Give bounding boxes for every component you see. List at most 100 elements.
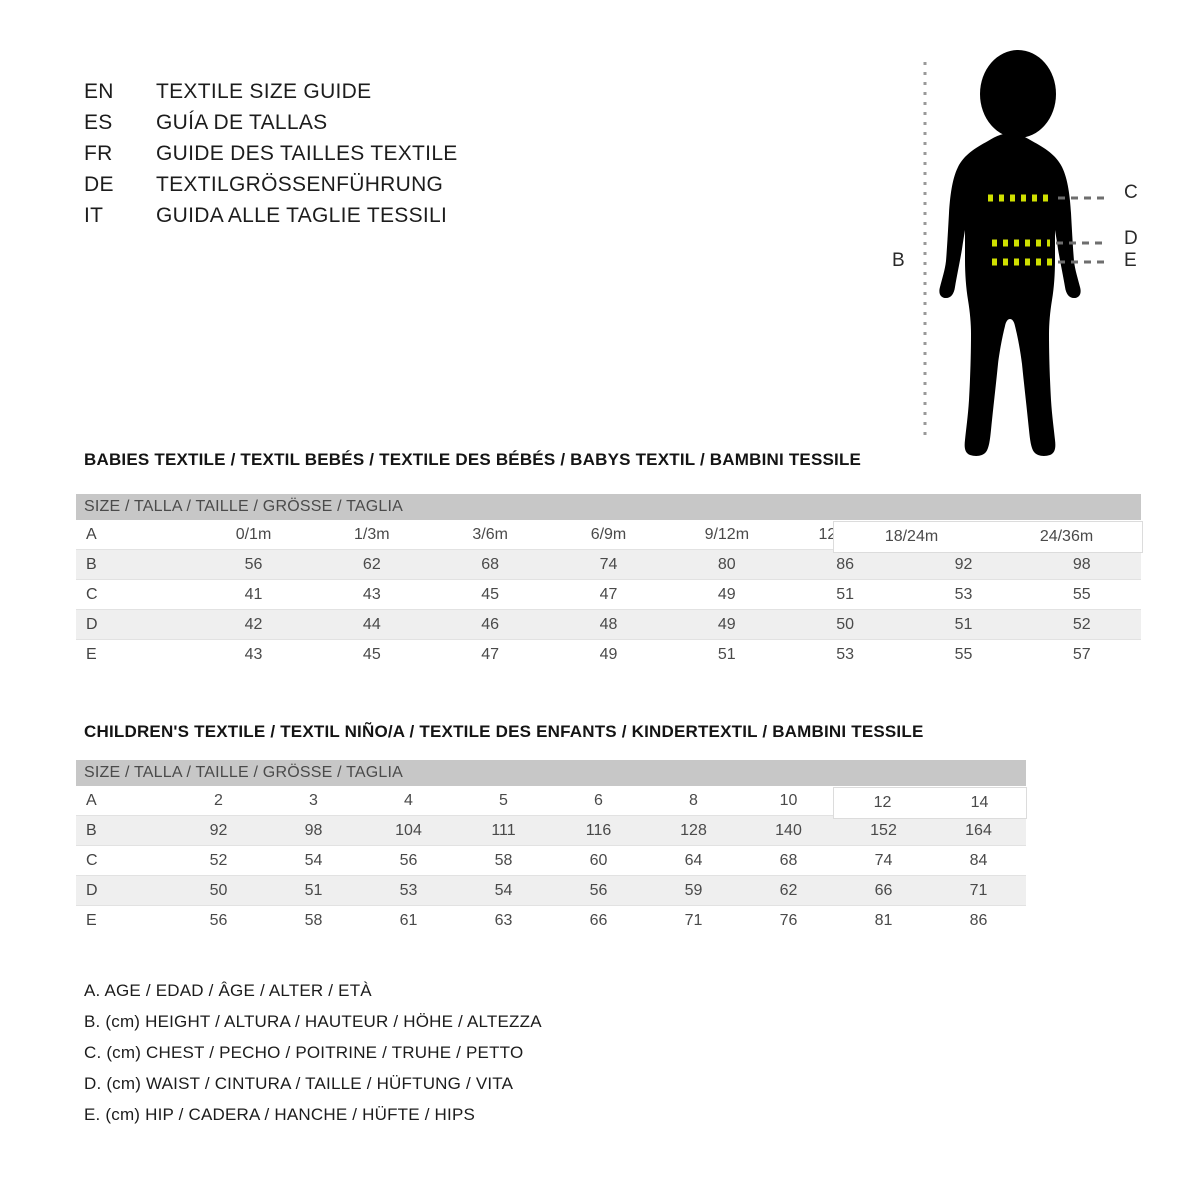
row-label: B xyxy=(76,815,171,846)
babies-section-title: BABIES TEXTILE / TEXTIL BEBÉS / TEXTILE … xyxy=(84,450,862,469)
table-cell: 104 xyxy=(361,815,456,846)
children-size-table: SIZE / TALLA / TAILLE / GRÖSSE / TAGLIA A… xyxy=(76,760,1026,935)
table-row: C 41 43 45 47 49 51 53 55 xyxy=(76,579,1141,610)
table-cell: 86 xyxy=(931,905,1026,935)
babies-size-table: SIZE / TALLA / TAILLE / GRÖSSE / TAGLIA A… xyxy=(76,494,1141,669)
table-row: B 56 62 68 74 80 86 92 98 xyxy=(76,549,1141,580)
row-label: B xyxy=(76,549,195,580)
table-cell: 56 xyxy=(361,845,456,876)
chest-label-c: C xyxy=(1124,182,1138,203)
language-code: IT xyxy=(84,204,104,227)
language-code: ES xyxy=(84,111,113,134)
table-cell: 68 xyxy=(741,845,836,876)
waist-label-d: D xyxy=(1124,228,1138,249)
table-cell: 53 xyxy=(361,875,456,906)
table-cell: 60 xyxy=(551,845,646,876)
size-band-label: SIZE / TALLA / TAILLE / GRÖSSE / TAGLIA xyxy=(76,494,1141,520)
table-cell: 51 xyxy=(667,639,786,669)
children-highlight-box: 12 14 xyxy=(833,787,1027,819)
highlighted-size-cell: 14 xyxy=(970,794,989,811)
table-row: E 56 58 61 63 66 71 76 81 86 xyxy=(76,905,1026,935)
table-cell: 45 xyxy=(312,639,431,669)
highlighted-size-cell: 18/24m xyxy=(884,528,939,545)
legend-item: C. (cm) CHEST / PECHO / POITRINE / TRUHE… xyxy=(84,1043,524,1062)
table-cell: 116 xyxy=(551,815,646,846)
table-cell: 84 xyxy=(931,845,1026,876)
table-cell: 49 xyxy=(549,639,668,669)
row-label: C xyxy=(76,845,171,876)
row-label: A xyxy=(76,520,195,550)
table-cell: 51 xyxy=(266,875,361,906)
language-row: ES GUÍA DE TALLAS xyxy=(84,111,458,142)
row-label: D xyxy=(76,609,195,640)
table-cell: 58 xyxy=(456,845,551,876)
language-header: EN TEXTILE SIZE GUIDE ES GUÍA DE TALLAS FR GU… xyxy=(84,80,458,235)
table-band-header: SIZE / TALLA / TAILLE / GRÖSSE / TAGLIA xyxy=(76,760,1026,786)
table-cell: 49 xyxy=(667,609,786,640)
table-cell: 51 xyxy=(785,579,905,610)
language-title: GUIDE DES TAILLES TEXTILE xyxy=(156,142,458,165)
silhouette-shape xyxy=(939,50,1081,456)
table-cell: 50 xyxy=(171,875,266,906)
table-cell: 74 xyxy=(836,845,931,876)
table-cell: 9/12m xyxy=(667,520,786,550)
table-cell: 4 xyxy=(361,786,456,816)
table-cell: 74 xyxy=(549,549,668,580)
legend-item: D. (cm) WAIST / CINTURA / TAILLE / HÜFTU… xyxy=(84,1074,514,1093)
table-cell: 57 xyxy=(1022,639,1141,669)
highlighted-size-cell: 24/36m xyxy=(1039,528,1094,545)
table-cell: 52 xyxy=(1022,609,1141,640)
language-row: FR GUIDE DES TAILLES TEXTILE xyxy=(84,142,458,173)
table-row: C 52 54 56 58 60 64 68 74 84 xyxy=(76,845,1026,876)
table-cell: 55 xyxy=(904,639,1023,669)
table-cell: 62 xyxy=(741,875,836,906)
table-cell: 44 xyxy=(312,609,431,640)
table-cell: 140 xyxy=(741,815,836,846)
table-row: D 50 51 53 54 56 59 62 66 71 xyxy=(76,875,1026,906)
language-code: FR xyxy=(84,142,113,165)
table-cell: 50 xyxy=(785,609,905,640)
language-title: TEXTILE SIZE GUIDE xyxy=(156,80,372,103)
table-cell: 10 xyxy=(741,786,836,816)
size-band-label: SIZE / TALLA / TAILLE / GRÖSSE / TAGLIA xyxy=(76,760,1026,786)
table-cell: 56 xyxy=(171,905,266,935)
table-cell: 43 xyxy=(194,639,313,669)
measurement-legend: A. AGE / EDAD / ÂGE / ALTER / ETÀ B. (cm)… xyxy=(84,975,542,1130)
language-title: TEXTILGRÖSSENFÜHRUNG xyxy=(156,173,444,196)
highlighted-size-cell: 12 xyxy=(873,794,892,811)
table-cell: 52 xyxy=(171,845,266,876)
table-cell: 56 xyxy=(194,549,313,580)
table-cell: 80 xyxy=(667,549,786,580)
table-cell: 71 xyxy=(646,905,741,935)
table-cell: 54 xyxy=(456,875,551,906)
table-cell: 66 xyxy=(551,905,646,935)
babies-highlight-box: 18/24m 24/36m xyxy=(833,521,1143,553)
table-cell: 0/1m xyxy=(194,520,313,550)
table-cell: 66 xyxy=(836,875,931,906)
table-cell: 6/9m xyxy=(549,520,668,550)
table-band-header: SIZE / TALLA / TAILLE / GRÖSSE / TAGLIA xyxy=(76,494,1141,520)
table-cell: 43 xyxy=(312,579,431,610)
table-cell: 81 xyxy=(836,905,931,935)
language-row: IT GUIDA ALLE TAGLIE TESSILI xyxy=(84,204,458,235)
table-cell: 92 xyxy=(171,815,266,846)
table-cell: 41 xyxy=(194,579,313,610)
table-cell: 45 xyxy=(430,579,550,610)
table-cell: 48 xyxy=(549,609,668,640)
table-cell: 47 xyxy=(549,579,668,610)
language-code: DE xyxy=(84,173,114,196)
language-row: DE TEXTILGRÖSSENFÜHRUNG xyxy=(84,173,458,204)
table-cell: 58 xyxy=(266,905,361,935)
table-cell: 51 xyxy=(904,609,1023,640)
row-label: D xyxy=(76,875,171,906)
table-cell: 2 xyxy=(171,786,266,816)
table-cell: 164 xyxy=(931,815,1026,846)
table-cell: 5 xyxy=(456,786,551,816)
children-section-title: CHILDREN'S TEXTILE / TEXTIL NIÑO/A / TEX… xyxy=(84,722,924,741)
table-cell: 56 xyxy=(551,875,646,906)
language-title: GUÍA DE TALLAS xyxy=(156,111,328,134)
row-label: E xyxy=(76,905,171,935)
table-cell: 92 xyxy=(904,549,1023,580)
table-cell: 98 xyxy=(1022,549,1141,580)
